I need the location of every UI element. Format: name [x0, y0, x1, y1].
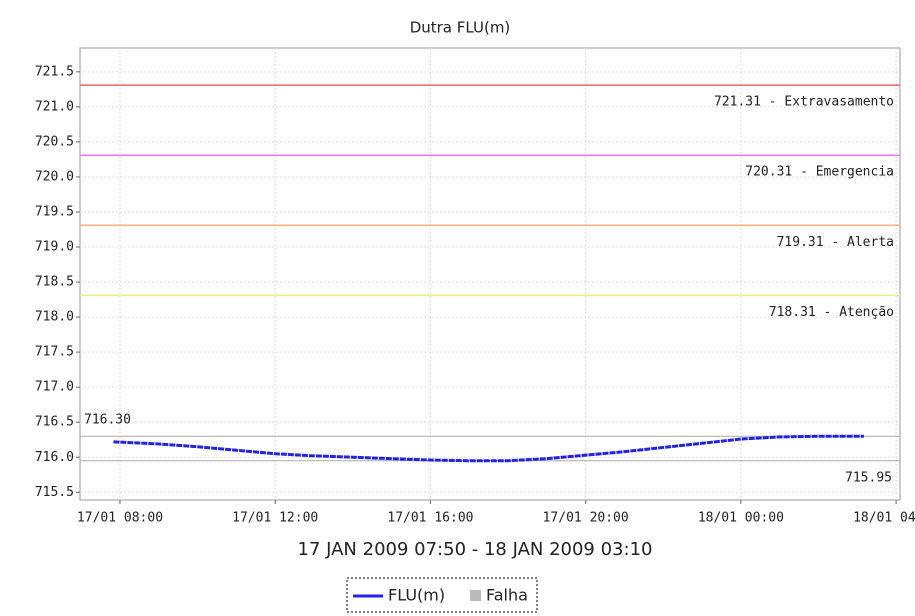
x-tick-label: 18/01 00:00: [698, 511, 784, 526]
y-tick-label: 716.0: [35, 450, 74, 465]
y-tick-label: 720.0: [35, 169, 74, 184]
y-tick-label: 717.5: [35, 345, 74, 360]
threshold-label: 719.31 - Alerta: [777, 235, 894, 250]
threshold-label: 718.31 - Atenção: [769, 305, 894, 320]
legend-label: FLU(m): [388, 586, 445, 605]
y-tick-label: 716.5: [35, 415, 74, 430]
min-label: 715.95: [845, 470, 892, 485]
y-tick-label: 721.5: [35, 64, 74, 79]
y-tick-label: 718.0: [35, 310, 74, 325]
legend-label: Falha: [486, 586, 528, 605]
legend-swatch: [470, 590, 481, 601]
plot-area: [79, 47, 901, 501]
y-tick-label: 719.5: [35, 204, 74, 219]
data-line: [113, 434, 864, 463]
y-tick-label: 721.0: [35, 99, 74, 114]
y-tick-label: 715.5: [35, 485, 74, 500]
x-tick-label: 17/01 08:00: [77, 511, 163, 526]
chart-title: Dutra FLU(m): [410, 19, 511, 37]
x-tick-label: 18/01 04:00: [853, 511, 915, 526]
y-tick-label: 720.5: [35, 134, 74, 149]
x-axis-label: 17 JAN 2009 07:50 - 18 JAN 2009 03:10: [298, 539, 653, 560]
x-tick-label: 17/01 16:00: [387, 511, 473, 526]
max-label: 716.30: [84, 413, 131, 428]
y-tick-label: 718.5: [35, 275, 74, 290]
threshold-label: 721.31 - Extravasamento: [714, 95, 894, 110]
threshold-label: 720.31 - Emergencia: [745, 165, 894, 180]
x-tick-label: 17/01 20:00: [543, 511, 629, 526]
x-tick-label: 17/01 12:00: [232, 511, 318, 526]
y-tick-label: 719.0: [35, 240, 74, 255]
y-tick-label: 717.0: [35, 380, 74, 395]
